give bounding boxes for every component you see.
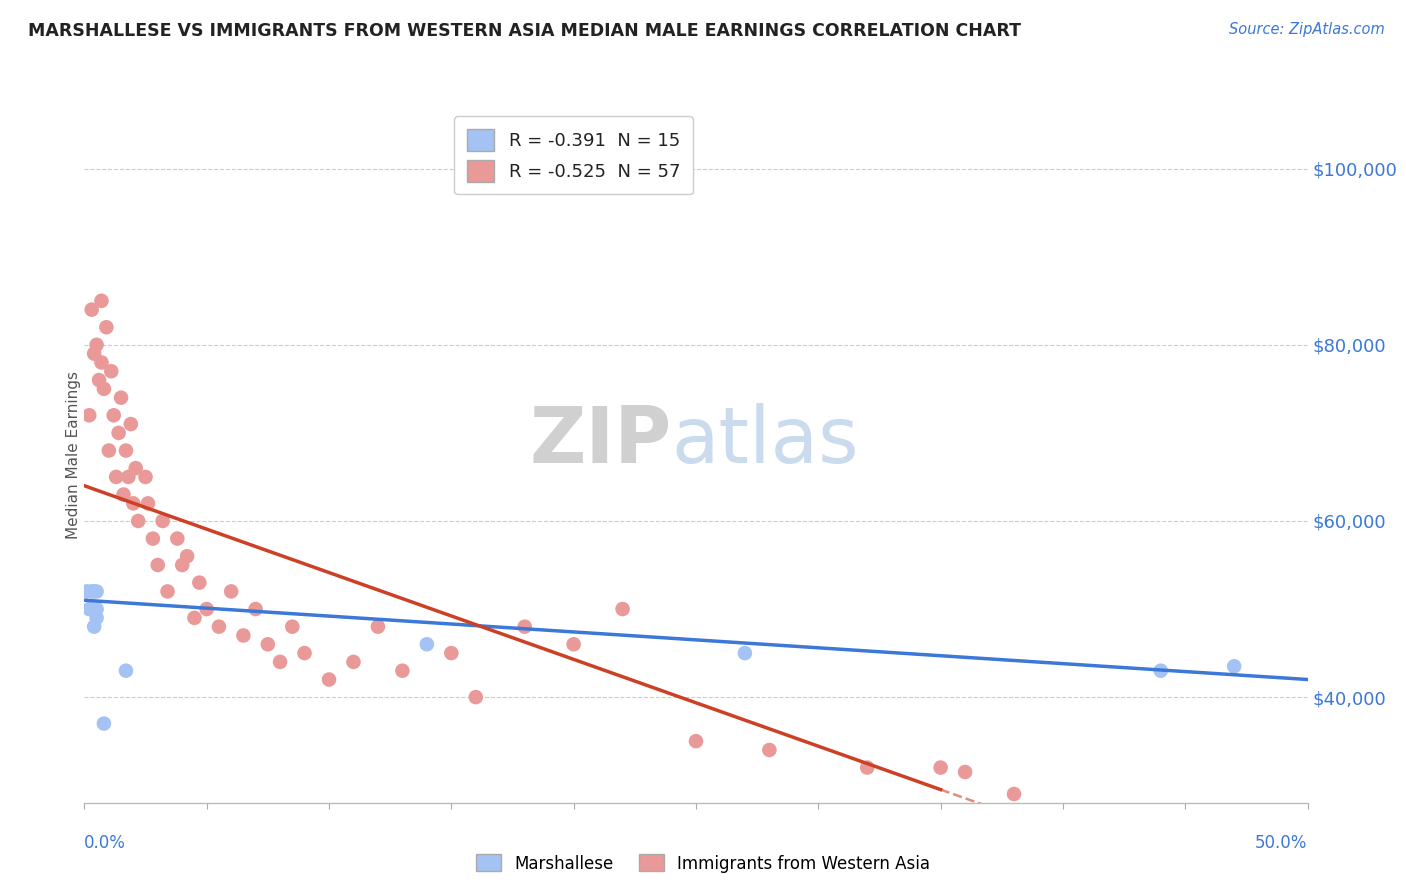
Point xyxy=(117,470,139,484)
Point xyxy=(135,470,157,484)
Point xyxy=(103,409,125,423)
Point xyxy=(294,646,316,660)
Point xyxy=(80,602,103,616)
Point xyxy=(120,417,142,431)
Point xyxy=(83,346,105,360)
Point xyxy=(929,761,952,775)
Point xyxy=(122,496,145,510)
Point xyxy=(90,355,112,369)
Point xyxy=(734,646,756,660)
Point xyxy=(612,602,634,616)
Point xyxy=(110,391,132,405)
Point xyxy=(97,443,120,458)
Text: 50.0%: 50.0% xyxy=(1256,834,1308,852)
Text: Source: ZipAtlas.com: Source: ZipAtlas.com xyxy=(1229,22,1385,37)
Point xyxy=(856,761,879,775)
Point xyxy=(953,764,976,779)
Point xyxy=(86,602,108,616)
Point xyxy=(758,743,780,757)
Point xyxy=(685,734,707,748)
Point xyxy=(136,496,159,510)
Text: MARSHALLESE VS IMMIGRANTS FROM WESTERN ASIA MEDIAN MALE EARNINGS CORRELATION CHA: MARSHALLESE VS IMMIGRANTS FROM WESTERN A… xyxy=(28,22,1021,40)
Point xyxy=(195,602,218,616)
Point xyxy=(127,514,149,528)
Point xyxy=(125,461,148,475)
Point xyxy=(367,620,389,634)
Point xyxy=(77,602,100,616)
Point xyxy=(112,487,135,501)
Point xyxy=(93,382,115,396)
Point xyxy=(1223,659,1246,673)
Point xyxy=(146,558,169,572)
Text: ZIP: ZIP xyxy=(529,403,672,479)
Point xyxy=(166,532,188,546)
Point xyxy=(391,664,413,678)
Point xyxy=(416,637,439,651)
Point xyxy=(100,364,122,378)
Point xyxy=(156,584,179,599)
Point xyxy=(93,716,115,731)
Point xyxy=(183,611,205,625)
Point xyxy=(80,584,103,599)
Point xyxy=(219,584,242,599)
Point xyxy=(208,620,231,634)
Y-axis label: Median Male Earnings: Median Male Earnings xyxy=(66,371,80,539)
Point xyxy=(90,293,112,308)
Point xyxy=(281,620,304,634)
Point xyxy=(80,302,103,317)
Point xyxy=(87,373,110,387)
Point xyxy=(464,690,486,705)
Point xyxy=(96,320,118,334)
Point xyxy=(188,575,211,590)
Point xyxy=(83,584,105,599)
Legend: R = -0.391  N = 15, R = -0.525  N = 57: R = -0.391 N = 15, R = -0.525 N = 57 xyxy=(454,116,693,194)
Point xyxy=(513,620,536,634)
Text: atlas: atlas xyxy=(672,403,859,479)
Point xyxy=(1150,664,1173,678)
Point xyxy=(77,409,100,423)
Point xyxy=(83,620,105,634)
Point xyxy=(152,514,174,528)
Point xyxy=(115,664,138,678)
Point xyxy=(562,637,585,651)
Point xyxy=(245,602,267,616)
Point xyxy=(142,532,165,546)
Point xyxy=(318,673,340,687)
Point xyxy=(342,655,364,669)
Point xyxy=(86,338,108,352)
Text: 0.0%: 0.0% xyxy=(84,834,127,852)
Point xyxy=(107,425,129,440)
Point xyxy=(86,584,108,599)
Point xyxy=(76,584,98,599)
Point xyxy=(105,470,128,484)
Legend: Marshallese, Immigrants from Western Asia: Marshallese, Immigrants from Western Asi… xyxy=(470,847,936,880)
Point xyxy=(269,655,291,669)
Point xyxy=(232,628,254,642)
Point xyxy=(86,611,108,625)
Point xyxy=(115,443,138,458)
Point xyxy=(1002,787,1025,801)
Point xyxy=(176,549,198,564)
Point xyxy=(172,558,194,572)
Point xyxy=(257,637,280,651)
Point xyxy=(440,646,463,660)
